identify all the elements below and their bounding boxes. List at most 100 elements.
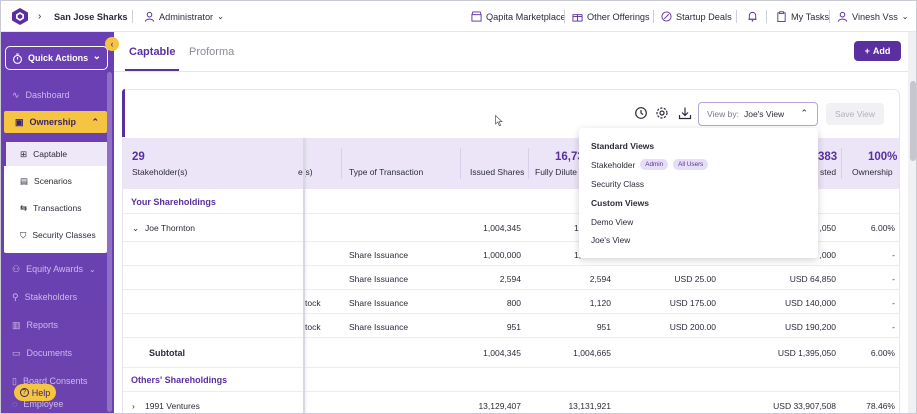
security-class-cell: tock — [305, 298, 321, 308]
invested-cell: USD 140,000 — [784, 298, 836, 308]
column-divider — [341, 148, 342, 179]
page-scrollbar-thumb[interactable] — [910, 81, 916, 161]
marketplace-link[interactable]: Qapita Marketplace — [471, 1, 566, 32]
expand-chevron-icon[interactable]: ⌄ — [132, 223, 140, 233]
download-icon[interactable] — [678, 106, 692, 120]
col-ownership[interactable]: Ownership — [852, 167, 893, 177]
view-by-select[interactable]: View by: Joe's View ⌃ — [698, 102, 818, 126]
sidebar-item-reports[interactable]: ▥ Reports — [1, 314, 114, 336]
sidebar-collapse-button[interactable]: ‹ — [105, 37, 119, 51]
page-scrollbar[interactable] — [908, 32, 916, 413]
col-type-of-transaction[interactable]: Type of Transaction — [349, 167, 424, 177]
issued-shares-cell: 800 — [506, 298, 521, 308]
dropdown-item-demo-view[interactable]: Demo View — [591, 217, 633, 227]
startup-deals-link[interactable]: Startup Deals — [661, 1, 732, 32]
my-tasks-link[interactable]: My Tasks — [776, 1, 829, 32]
question-icon: ? — [19, 388, 29, 397]
sidebar-item-employee[interactable]: ◌ Employee — [1, 393, 114, 413]
dropdown-item-label: Stakeholder — [591, 159, 636, 170]
price-cell: USD 25.00 — [674, 274, 716, 284]
sidebar-item-label: Board Consents — [22, 376, 88, 386]
chevron-down-icon: ⌄ — [92, 51, 101, 62]
add-button[interactable]: + Add — [854, 41, 901, 61]
divider — [766, 10, 767, 23]
table-row[interactable]: tock Share Issuance 951 951 USD 200.00 U… — [123, 314, 899, 338]
save-view-button[interactable]: Save View — [826, 103, 884, 125]
help-label: Help — [31, 387, 51, 398]
startup-deals-label: Startup Deals — [676, 11, 732, 22]
col-invested[interactable]: sted — [820, 167, 837, 177]
history-icon[interactable] — [634, 106, 648, 120]
fully-diluted-cell: 1, — [574, 250, 582, 260]
dropdown-item-label: Demo View — [591, 217, 634, 227]
expand-chevron-icon[interactable]: › — [132, 401, 135, 411]
role-selector[interactable]: Administrator ⌄ — [144, 1, 224, 32]
fully-diluted-cell: 13,131,921 — [568, 401, 611, 411]
company-name[interactable]: San Jose Sharks — [54, 11, 128, 22]
sidebar-item-ownership[interactable]: ▣ Ownership ⌃ — [4, 111, 107, 133]
stakeholder-name[interactable]: Joe Thornton — [145, 223, 195, 233]
ownership-cell: - — [892, 298, 895, 308]
col-issued-shares[interactable]: Issued Shares — [470, 167, 525, 177]
person-icon: ⚲ — [12, 291, 19, 302]
dropdown-item-stakeholder[interactable]: Stakeholder Admin All Users — [591, 159, 709, 170]
tab-bar: Captable Proforma — [114, 32, 916, 72]
bell-icon[interactable] — [747, 11, 758, 22]
sidebar-item-board-consents[interactable]: ▯ Board Consents — [1, 370, 114, 392]
col-fully-diluted[interactable]: Fully Dilute — [535, 167, 578, 177]
sidebar: Quick Actions ⌄ ∿ Dashboard ▣ Ownership … — [1, 32, 114, 413]
dropdown-item-joes-view[interactable]: Joe's View — [591, 235, 630, 245]
bar-chart-icon: ▥ — [12, 319, 21, 330]
submenu-item-transactions[interactable]: ⇆ Transactions — [4, 196, 107, 220]
stopwatch-icon — [13, 53, 22, 64]
transaction-type-cell: Share Issuance — [349, 322, 409, 332]
ownership-cell: - — [892, 322, 895, 332]
chevron-left-icon: ‹ — [110, 39, 114, 49]
issued-shares-cell: 951 — [506, 322, 521, 332]
store-icon — [471, 11, 482, 22]
standard-views-header: Standard Views — [591, 141, 655, 151]
offerings-label: Other Offerings — [587, 11, 650, 22]
submenu-item-scenarios[interactable]: ▤ Scenarios — [4, 169, 107, 193]
sidebar-item-label: Employee — [23, 399, 64, 409]
section-row: Others' Shareholdings — [123, 368, 899, 392]
tab-proforma[interactable]: Proforma — [189, 46, 235, 58]
table-row[interactable]: › 1991 Ventures 13,129,407 13,131,921 US… — [123, 392, 899, 413]
table-row[interactable]: tock Share Issuance 800 1,120 USD 175.00… — [123, 290, 899, 314]
submenu-item-security-classes[interactable]: ⛉ Security Classes — [4, 223, 107, 247]
sidebar-scrollbar[interactable] — [107, 72, 112, 412]
section-label: Others' Shareholdings — [131, 375, 228, 385]
sidebar-item-documents[interactable]: ▭ Documents — [1, 342, 114, 364]
admin-badge: Admin — [640, 159, 669, 170]
qapita-logo[interactable] — [12, 8, 28, 25]
fully-diluted-cell: 1, — [574, 223, 582, 233]
issued-shares-cell: 2,594 — [499, 274, 521, 284]
ownership-cell: 6.00% — [870, 348, 895, 358]
help-button[interactable]: ? Help — [14, 384, 56, 401]
chevron-down-icon: ⌄ — [901, 12, 909, 21]
tab-captable[interactable]: Captable — [129, 46, 176, 58]
chevron-up-icon: ⌃ — [800, 108, 808, 118]
quick-actions-button[interactable]: Quick Actions ⌄ — [5, 46, 108, 70]
stakeholder-name[interactable]: 1991 Ventures — [145, 401, 200, 411]
sidebar-item-equity-awards[interactable]: ⚇ Equity Awards ⌄ — [1, 258, 114, 280]
col-security-class-partial[interactable]: e(s) — [298, 167, 313, 177]
sidebar-item-label: Equity Awards — [26, 264, 83, 274]
sidebar-item-label: Dashboard — [25, 90, 70, 100]
table-row[interactable]: Share Issuance 2,594 2,594 USD 25.00 USD… — [123, 266, 899, 290]
invested-cell: ,000 — [819, 250, 836, 260]
user-menu[interactable]: Vinesh Vss ⌄ — [837, 1, 909, 32]
settings-icon[interactable] — [655, 106, 669, 120]
breadcrumb-chevron-icon: › — [38, 11, 42, 22]
sidebar-item-stakeholders[interactable]: ⚲ Stakeholders — [1, 286, 114, 308]
add-label: Add — [872, 46, 891, 56]
submenu-item-captable[interactable]: ⊞ Captable — [4, 142, 107, 166]
sidebar-item-dashboard[interactable]: ∿ Dashboard — [1, 84, 114, 106]
col-stakeholders[interactable]: Stakeholder(s) — [132, 167, 188, 177]
scenario-icon: ▤ — [20, 175, 29, 186]
view-dropdown-menu: Standard Views Stakeholder Admin All Use… — [579, 128, 818, 258]
offerings-link[interactable]: Other Offerings — [572, 1, 650, 32]
section-label: Your Shareholdings — [131, 197, 216, 207]
user-name: Vinesh Vss — [852, 11, 898, 22]
dropdown-item-security-class[interactable]: Security Class — [591, 179, 644, 189]
